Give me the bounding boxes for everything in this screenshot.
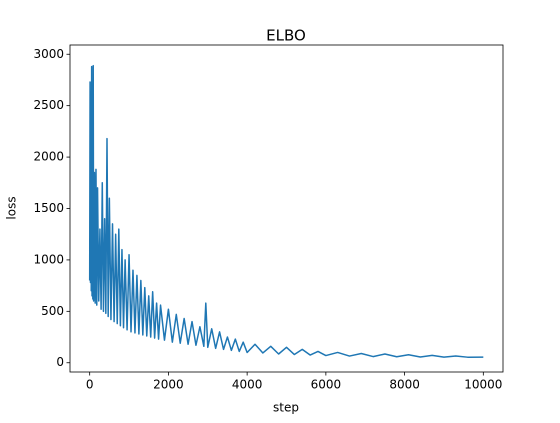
x-tick-label: 2000 xyxy=(153,378,184,392)
x-axis-label: step xyxy=(273,401,299,415)
y-tick-label: 2000 xyxy=(33,150,64,164)
x-tick-label: 6000 xyxy=(311,378,342,392)
x-tick-label: 4000 xyxy=(232,378,263,392)
x-tick-label: 0 xyxy=(86,378,94,392)
chart-title: ELBO xyxy=(266,27,306,45)
y-tick-label: 3000 xyxy=(33,47,64,61)
y-tick-label: 500 xyxy=(41,304,64,318)
y-tick-label: 0 xyxy=(56,355,64,369)
x-tick-label: 8000 xyxy=(389,378,420,392)
y-tick-label: 1000 xyxy=(33,252,64,266)
y-tick-label: 2500 xyxy=(33,98,64,112)
y-axis-label: loss xyxy=(5,196,19,219)
loss-line xyxy=(88,64,484,358)
x-tick-label: 10000 xyxy=(464,378,502,392)
y-tick-label: 1500 xyxy=(33,201,64,215)
